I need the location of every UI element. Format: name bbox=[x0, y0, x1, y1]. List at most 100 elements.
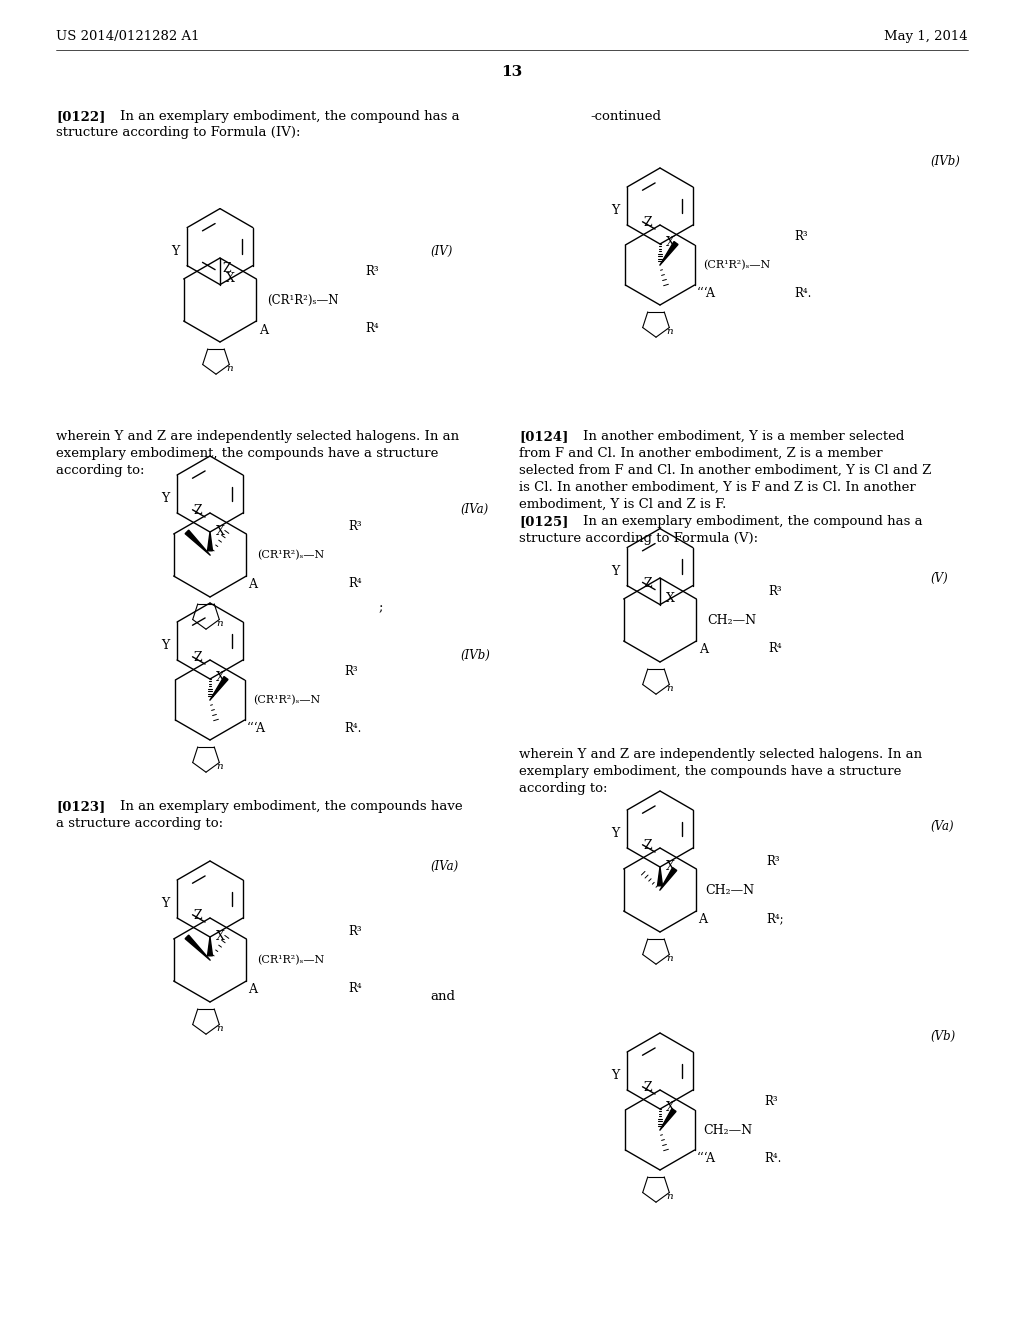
Text: R⁴: R⁴ bbox=[348, 982, 361, 995]
Polygon shape bbox=[208, 532, 213, 550]
Text: CH₂—N: CH₂—N bbox=[707, 614, 756, 627]
Text: from F and Cl. In another embodiment, Z is a member: from F and Cl. In another embodiment, Z … bbox=[519, 447, 883, 459]
Text: (IVa): (IVa) bbox=[460, 503, 488, 516]
Text: Y: Y bbox=[611, 565, 620, 578]
Text: wherein Y and Z are independently selected halogens. In an: wherein Y and Z are independently select… bbox=[519, 748, 923, 762]
Text: Z: Z bbox=[643, 216, 651, 228]
Text: A: A bbox=[699, 643, 709, 656]
Text: R⁴: R⁴ bbox=[365, 322, 379, 335]
Polygon shape bbox=[208, 937, 213, 956]
Text: (Va): (Va) bbox=[930, 820, 953, 833]
Text: a structure according to:: a structure according to: bbox=[56, 817, 223, 830]
Polygon shape bbox=[657, 867, 663, 886]
Text: Y: Y bbox=[611, 828, 620, 840]
Polygon shape bbox=[660, 242, 678, 265]
Text: n: n bbox=[666, 327, 673, 337]
Text: exemplary embodiment, the compounds have a structure: exemplary embodiment, the compounds have… bbox=[56, 447, 438, 459]
Text: In an exemplary embodiment, the compound has a: In an exemplary embodiment, the compound… bbox=[120, 110, 460, 123]
Text: Z: Z bbox=[193, 504, 202, 517]
Text: ;: ; bbox=[379, 601, 384, 614]
Text: [0124]: [0124] bbox=[519, 430, 568, 444]
Text: R³: R³ bbox=[348, 925, 361, 939]
Text: Y: Y bbox=[611, 1069, 620, 1082]
Text: Y: Y bbox=[161, 898, 169, 909]
Text: n: n bbox=[216, 762, 222, 771]
Text: structure according to Formula (V):: structure according to Formula (V): bbox=[519, 532, 758, 545]
Text: Z: Z bbox=[222, 261, 230, 275]
Text: ‘‘‘A: ‘‘‘A bbox=[696, 286, 716, 300]
Text: X: X bbox=[666, 861, 675, 874]
Text: (IVa): (IVa) bbox=[430, 861, 459, 873]
Text: In an exemplary embodiment, the compound has a: In an exemplary embodiment, the compound… bbox=[583, 515, 923, 528]
Text: n: n bbox=[216, 1024, 222, 1034]
Text: Z: Z bbox=[643, 1081, 651, 1094]
Text: Y: Y bbox=[161, 492, 169, 506]
Text: A: A bbox=[249, 983, 257, 997]
Text: May 1, 2014: May 1, 2014 bbox=[885, 30, 968, 44]
Text: R³: R³ bbox=[365, 265, 379, 279]
Text: (IVb): (IVb) bbox=[930, 154, 959, 168]
Text: [0123]: [0123] bbox=[56, 800, 105, 813]
Text: Y: Y bbox=[171, 244, 179, 257]
Text: n: n bbox=[216, 619, 222, 628]
Polygon shape bbox=[185, 531, 210, 554]
Text: Y: Y bbox=[161, 639, 169, 652]
Text: R⁴;: R⁴; bbox=[766, 912, 783, 925]
Text: [0125]: [0125] bbox=[519, 515, 568, 528]
Text: ‘‘‘A: ‘‘‘A bbox=[696, 1152, 716, 1166]
Text: X: X bbox=[666, 236, 675, 249]
Text: wherein Y and Z are independently selected halogens. In an: wherein Y and Z are independently select… bbox=[56, 430, 459, 444]
Text: (CR¹R²)ₛ—N: (CR¹R²)ₛ—N bbox=[703, 260, 770, 271]
Polygon shape bbox=[210, 677, 228, 700]
Text: In another embodiment, Y is a member selected: In another embodiment, Y is a member sel… bbox=[583, 430, 904, 444]
Text: embodiment, Y is Cl and Z is F.: embodiment, Y is Cl and Z is F. bbox=[519, 498, 726, 511]
Text: according to:: according to: bbox=[519, 781, 607, 795]
Text: R³: R³ bbox=[344, 665, 357, 678]
Text: (CR¹R²)ₛ—N: (CR¹R²)ₛ—N bbox=[257, 550, 325, 560]
Text: R³: R³ bbox=[764, 1096, 777, 1107]
Text: R⁴.: R⁴. bbox=[344, 722, 361, 735]
Polygon shape bbox=[185, 935, 210, 960]
Polygon shape bbox=[660, 867, 677, 890]
Text: A: A bbox=[249, 578, 257, 591]
Text: X: X bbox=[216, 525, 225, 539]
Text: CH₂—N: CH₂—N bbox=[703, 1123, 752, 1137]
Text: (CR¹R²)ₛ—N: (CR¹R²)ₛ—N bbox=[257, 954, 325, 965]
Text: X: X bbox=[666, 1101, 675, 1114]
Text: CH₂—N: CH₂—N bbox=[705, 883, 754, 896]
Text: n: n bbox=[666, 1192, 673, 1201]
Text: is Cl. In another embodiment, Y is F and Z is Cl. In another: is Cl. In another embodiment, Y is F and… bbox=[519, 480, 915, 494]
Text: R³: R³ bbox=[768, 585, 781, 598]
Text: exemplary embodiment, the compounds have a structure: exemplary embodiment, the compounds have… bbox=[519, 766, 901, 777]
Text: (IV): (IV) bbox=[430, 246, 453, 257]
Text: selected from F and Cl. In another embodiment, Y is Cl and Z: selected from F and Cl. In another embod… bbox=[519, 465, 932, 477]
Text: Z: Z bbox=[193, 651, 202, 664]
Text: In an exemplary embodiment, the compounds have: In an exemplary embodiment, the compound… bbox=[120, 800, 463, 813]
Text: according to:: according to: bbox=[56, 465, 144, 477]
Text: R⁴: R⁴ bbox=[348, 577, 361, 590]
Text: X: X bbox=[216, 671, 225, 684]
Text: n: n bbox=[666, 954, 673, 964]
Text: -continued: -continued bbox=[590, 110, 662, 123]
Text: n: n bbox=[226, 364, 232, 374]
Text: (CR¹R²)ₛ—N: (CR¹R²)ₛ—N bbox=[267, 293, 339, 306]
Text: R³: R³ bbox=[348, 520, 361, 533]
Text: Z: Z bbox=[643, 577, 651, 590]
Text: [0122]: [0122] bbox=[56, 110, 105, 123]
Text: and: and bbox=[430, 990, 455, 1003]
Text: structure according to Formula (IV):: structure according to Formula (IV): bbox=[56, 125, 300, 139]
Text: A: A bbox=[698, 913, 708, 927]
Text: X: X bbox=[226, 272, 234, 285]
Text: X: X bbox=[216, 931, 225, 944]
Text: X: X bbox=[666, 593, 675, 606]
Text: R⁴.: R⁴. bbox=[764, 1152, 781, 1166]
Text: Z: Z bbox=[643, 840, 651, 851]
Text: Y: Y bbox=[611, 205, 620, 216]
Text: (Vb): (Vb) bbox=[930, 1030, 955, 1043]
Text: R³: R³ bbox=[794, 230, 808, 243]
Text: 13: 13 bbox=[502, 65, 522, 79]
Text: R⁴: R⁴ bbox=[768, 642, 781, 655]
Text: (CR¹R²)ₛ—N: (CR¹R²)ₛ—N bbox=[253, 694, 321, 705]
Text: (V): (V) bbox=[930, 572, 948, 585]
Polygon shape bbox=[660, 1109, 676, 1130]
